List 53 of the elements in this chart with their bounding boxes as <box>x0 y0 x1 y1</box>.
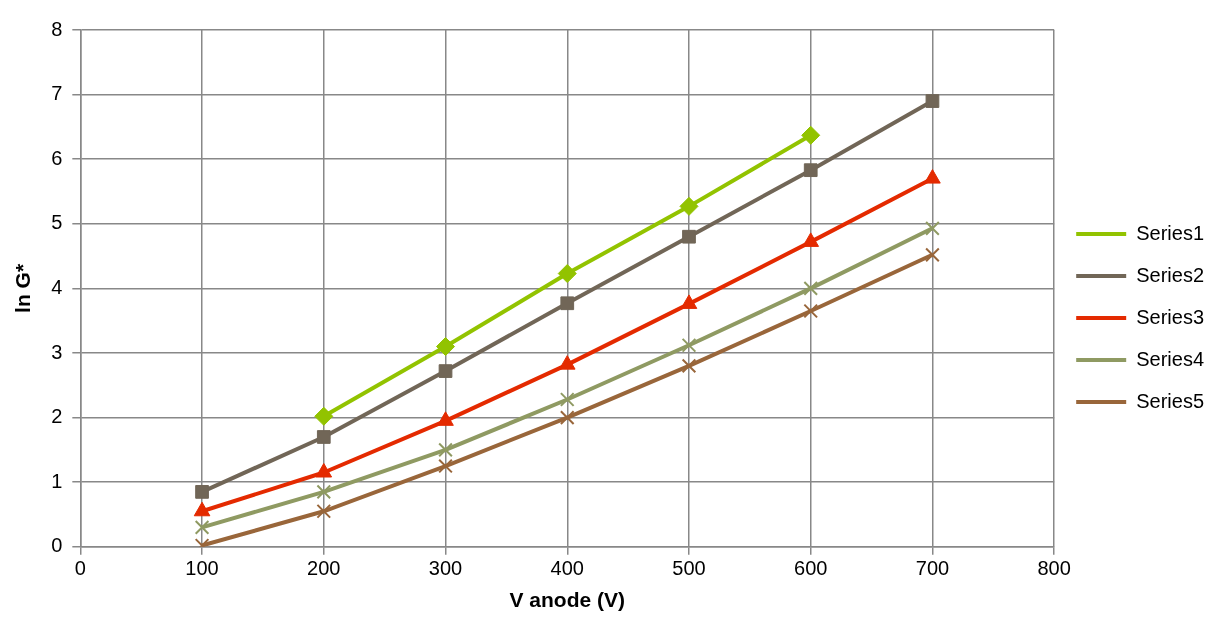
point <box>436 337 456 357</box>
point <box>316 430 331 444</box>
point <box>316 503 332 519</box>
point <box>557 264 577 284</box>
legend-label: Series3 <box>1136 305 1204 328</box>
x-tick-label: 800 <box>1037 557 1071 580</box>
point <box>925 220 940 236</box>
y-tick-label: 1 <box>51 469 63 492</box>
y-tick-label: 7 <box>51 82 63 105</box>
x-axis-title: V anode (V) <box>509 588 626 612</box>
point <box>314 406 334 426</box>
legend-label: Series1 <box>1136 221 1204 244</box>
point <box>681 337 697 353</box>
point <box>560 296 575 311</box>
point <box>438 442 453 458</box>
point <box>559 392 575 407</box>
point <box>681 358 697 374</box>
point <box>558 355 576 370</box>
x-tick-label: 400 <box>550 557 584 580</box>
point <box>194 520 210 535</box>
x-tick-label: 700 <box>915 557 950 580</box>
point <box>195 485 209 499</box>
point <box>559 410 575 425</box>
y-tick-label: 3 <box>51 340 63 363</box>
point <box>801 125 821 145</box>
point <box>925 247 940 263</box>
point <box>803 303 819 319</box>
y-tick-label: 6 <box>51 146 63 169</box>
point <box>803 281 819 296</box>
x-tick-label: 100 <box>185 557 219 580</box>
x-tick-label: 300 <box>428 557 463 580</box>
point <box>682 229 696 244</box>
x-tick-label: 0 <box>74 557 86 580</box>
y-tick-label: 4 <box>51 275 63 298</box>
y-tick-label: 2 <box>51 405 63 428</box>
legend-label: Series5 <box>1136 389 1204 412</box>
y-axis-title: ln G* <box>11 263 35 313</box>
point <box>316 484 332 500</box>
point <box>438 364 453 378</box>
x-tick-label: 200 <box>307 557 341 580</box>
legend-label: Series4 <box>1136 347 1204 370</box>
y-tick-label: 8 <box>51 17 63 40</box>
x-tick-label: 600 <box>794 557 828 580</box>
y-tick-label: 0 <box>51 534 63 557</box>
y-tick-label: 5 <box>51 211 63 234</box>
point <box>924 169 941 184</box>
point <box>679 196 699 216</box>
point <box>803 163 818 178</box>
legend-label: Series2 <box>1136 263 1204 286</box>
x-tick-label: 500 <box>672 557 706 580</box>
point <box>925 94 940 108</box>
point <box>315 463 333 478</box>
point <box>438 458 453 474</box>
